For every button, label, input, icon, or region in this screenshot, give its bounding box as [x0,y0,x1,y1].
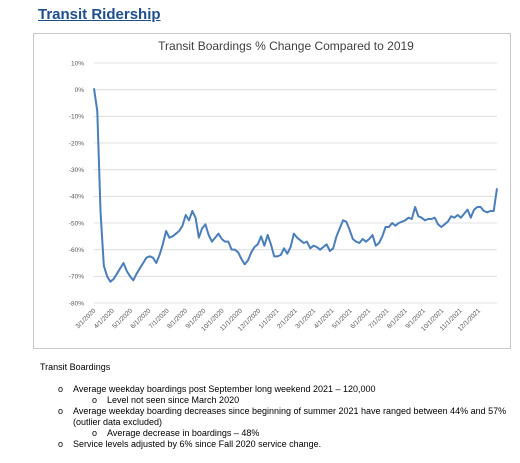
note-text: Service levels adjusted by 6% since Fall… [73,439,322,449]
note-item: o Average weekday boarding decreases sin… [40,406,510,428]
section-heading: Transit Ridership [38,6,161,23]
y-tick-label: -30% [69,167,84,174]
y-tick-label: 0% [75,87,85,94]
y-tick-label: -60% [69,247,84,254]
note-item: o Average weekday boardings post Septemb… [40,384,510,395]
y-tick-label: -10% [69,114,84,121]
chart-grid [94,62,497,304]
y-tick-label: -40% [69,194,84,201]
chart-title: Transit Boardings % Change Compared to 2… [158,39,414,53]
bullet-icon: o [58,406,64,416]
line-chart: Transit Boardings % Change Compared to 2… [69,39,498,333]
y-tick-label: -50% [69,220,84,227]
note-subitem: o Average decrease in boardings – 48% [40,428,510,439]
series-line [93,88,498,283]
note-text: Average weekday boarding decreases since… [73,406,507,427]
bullet-icon: o [92,395,98,405]
bullet-icon: o [92,428,98,438]
note-item: o Service levels adjusted by 6% since Fa… [40,439,510,450]
note-text: Average weekday boardings post September… [73,384,376,394]
bullet-icon: o [58,439,64,449]
note-subtext: Average decrease in boardings – 48% [107,428,260,438]
y-tick-label: -80% [69,300,84,307]
x-axis-ticks: 3/1/20204/1/20205/1/20206/1/20207/1/2020… [75,307,483,333]
y-tick-label: -20% [69,140,84,147]
bullet-icon: o [58,384,64,394]
notes-title: Transit Boardings [40,362,111,372]
notes-section: Transit Boardings o Average weekday boar… [40,362,510,450]
y-axis-ticks: 10% 0% -10% -20% -30% -40% -50% -60% -70% -80% [69,60,84,307]
note-subitem: o Level not seen since March 2020 [40,395,510,406]
note-subtext: Level not seen since March 2020 [107,395,240,405]
y-tick-label: 10% [71,60,84,67]
chart-frame: Transit Boardings % Change Compared to 2… [33,33,511,349]
y-tick-label: -70% [69,274,84,281]
